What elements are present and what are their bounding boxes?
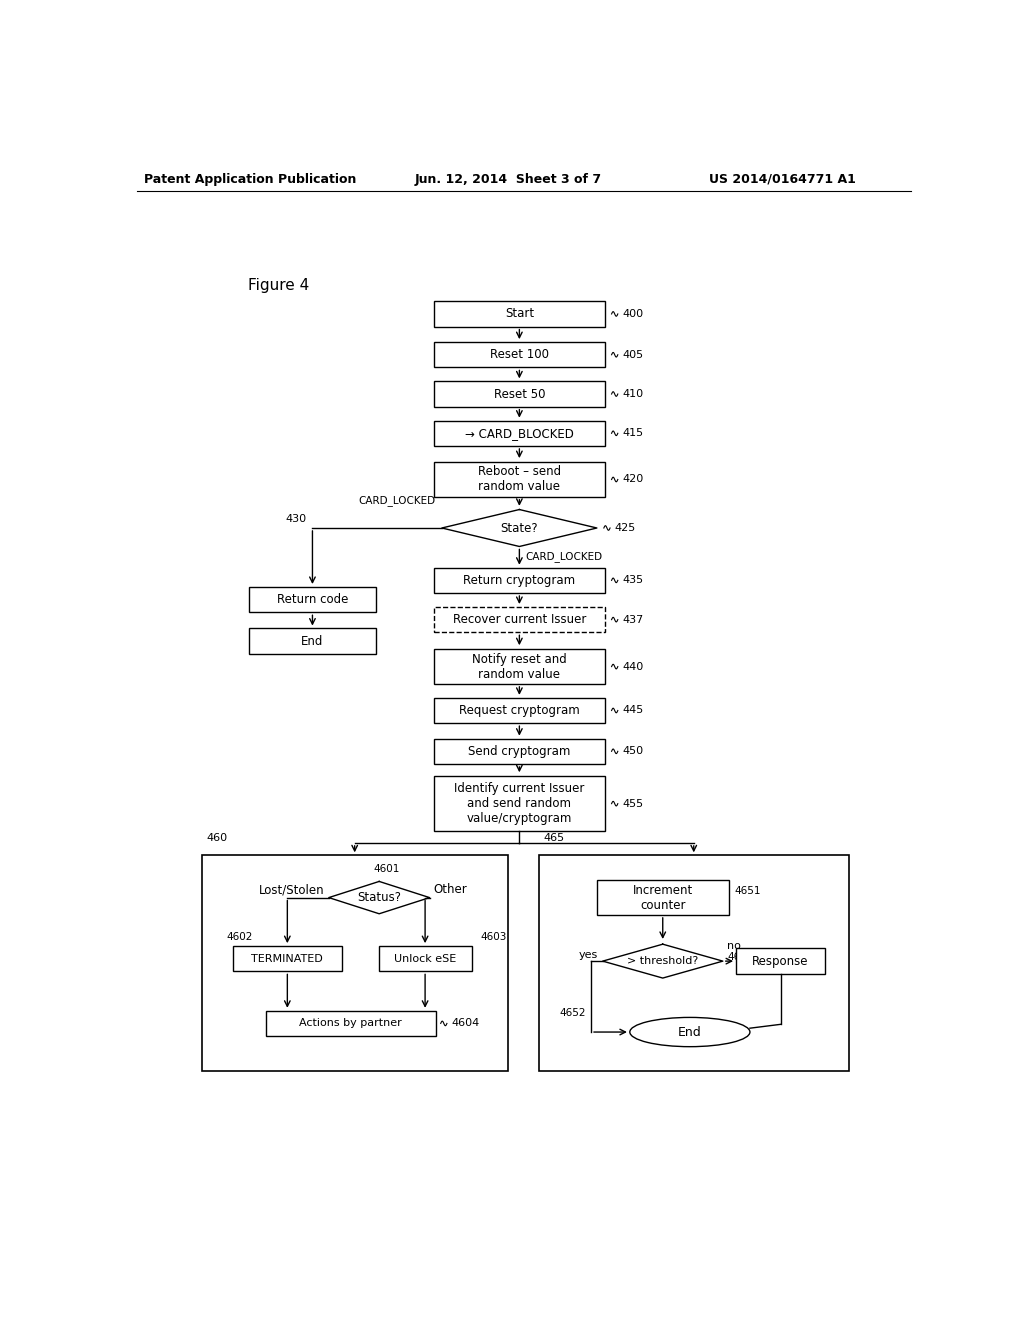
Text: Return cryptogram: Return cryptogram xyxy=(463,574,575,587)
Text: 415: 415 xyxy=(623,428,643,438)
Text: TERMINATED: TERMINATED xyxy=(252,954,324,964)
Text: 4652: 4652 xyxy=(560,1007,587,1018)
Bar xyxy=(597,880,729,915)
Text: 4651: 4651 xyxy=(735,887,761,896)
Text: 455: 455 xyxy=(623,799,643,809)
Text: yes: yes xyxy=(579,950,598,960)
Bar xyxy=(434,301,604,326)
Text: Actions by partner: Actions by partner xyxy=(299,1019,402,1028)
Text: 440: 440 xyxy=(623,661,644,672)
Text: → CARD_BLOCKED: → CARD_BLOCKED xyxy=(465,426,573,440)
Text: no: no xyxy=(727,941,741,950)
Text: US 2014/0164771 A1: US 2014/0164771 A1 xyxy=(710,173,856,186)
Bar xyxy=(434,568,604,593)
Bar xyxy=(434,607,604,632)
Text: 465: 465 xyxy=(544,833,565,843)
Text: 450: 450 xyxy=(623,746,643,756)
Polygon shape xyxy=(603,944,723,978)
Text: Send cryptogram: Send cryptogram xyxy=(468,744,570,758)
Text: 4602: 4602 xyxy=(226,932,253,942)
Text: Request cryptogram: Request cryptogram xyxy=(459,704,580,717)
Text: End: End xyxy=(678,1026,701,1039)
Text: Reboot – send
random value: Reboot – send random value xyxy=(478,466,561,494)
Text: Figure 4: Figure 4 xyxy=(248,279,309,293)
Text: State?: State? xyxy=(501,521,539,535)
Text: Reset 100: Reset 100 xyxy=(489,348,549,362)
Text: Lost/Stolen: Lost/Stolen xyxy=(259,883,325,896)
Text: > threshold?: > threshold? xyxy=(627,956,698,966)
Text: CARD_LOCKED: CARD_LOCKED xyxy=(358,495,435,507)
Bar xyxy=(249,628,377,653)
Text: 437: 437 xyxy=(623,615,644,624)
Text: Unlock eSE: Unlock eSE xyxy=(394,954,457,964)
Text: 4601: 4601 xyxy=(374,863,400,874)
Text: Jun. 12, 2014  Sheet 3 of 7: Jun. 12, 2014 Sheet 3 of 7 xyxy=(415,173,602,186)
Bar xyxy=(265,1011,436,1036)
Text: Other: Other xyxy=(433,883,467,896)
Polygon shape xyxy=(442,510,597,546)
Text: Identify current Issuer
and send random
value/cryptogram: Identify current Issuer and send random … xyxy=(455,783,585,825)
Bar xyxy=(434,776,604,832)
Text: 405: 405 xyxy=(623,350,643,360)
Text: Notify reset and
random value: Notify reset and random value xyxy=(472,652,566,681)
Bar xyxy=(379,946,472,972)
Bar xyxy=(434,462,604,496)
Bar xyxy=(434,649,604,684)
Bar xyxy=(434,381,604,407)
Bar xyxy=(249,587,377,612)
Ellipse shape xyxy=(630,1018,750,1047)
Text: 410: 410 xyxy=(623,389,643,399)
Text: Return code: Return code xyxy=(276,593,348,606)
Text: 460: 460 xyxy=(207,833,227,843)
Bar xyxy=(202,855,508,1071)
Text: Increment
counter: Increment counter xyxy=(633,883,693,912)
Text: 445: 445 xyxy=(623,705,644,715)
Text: 4603: 4603 xyxy=(481,932,507,942)
Text: 4604: 4604 xyxy=(452,1019,480,1028)
Text: 430: 430 xyxy=(285,513,306,524)
Bar xyxy=(434,698,604,723)
Text: 400: 400 xyxy=(623,309,643,319)
Bar xyxy=(434,342,604,367)
Text: 420: 420 xyxy=(623,474,644,484)
Text: Start: Start xyxy=(505,308,534,321)
Text: Patent Application Publication: Patent Application Publication xyxy=(143,173,356,186)
Text: End: End xyxy=(301,635,324,648)
Text: 425: 425 xyxy=(614,523,636,533)
Bar xyxy=(539,855,849,1071)
Text: Recover current Issuer: Recover current Issuer xyxy=(453,612,586,626)
Text: Response: Response xyxy=(753,954,809,968)
Bar xyxy=(736,948,825,974)
Text: Reset 50: Reset 50 xyxy=(494,388,545,400)
Bar xyxy=(434,421,604,446)
Text: 435: 435 xyxy=(623,576,643,585)
Text: CARD_LOCKED: CARD_LOCKED xyxy=(525,552,603,562)
Text: Status?: Status? xyxy=(357,891,401,904)
Bar xyxy=(434,739,604,764)
Bar xyxy=(233,946,342,972)
Text: 4653: 4653 xyxy=(727,952,754,962)
Polygon shape xyxy=(329,882,429,913)
